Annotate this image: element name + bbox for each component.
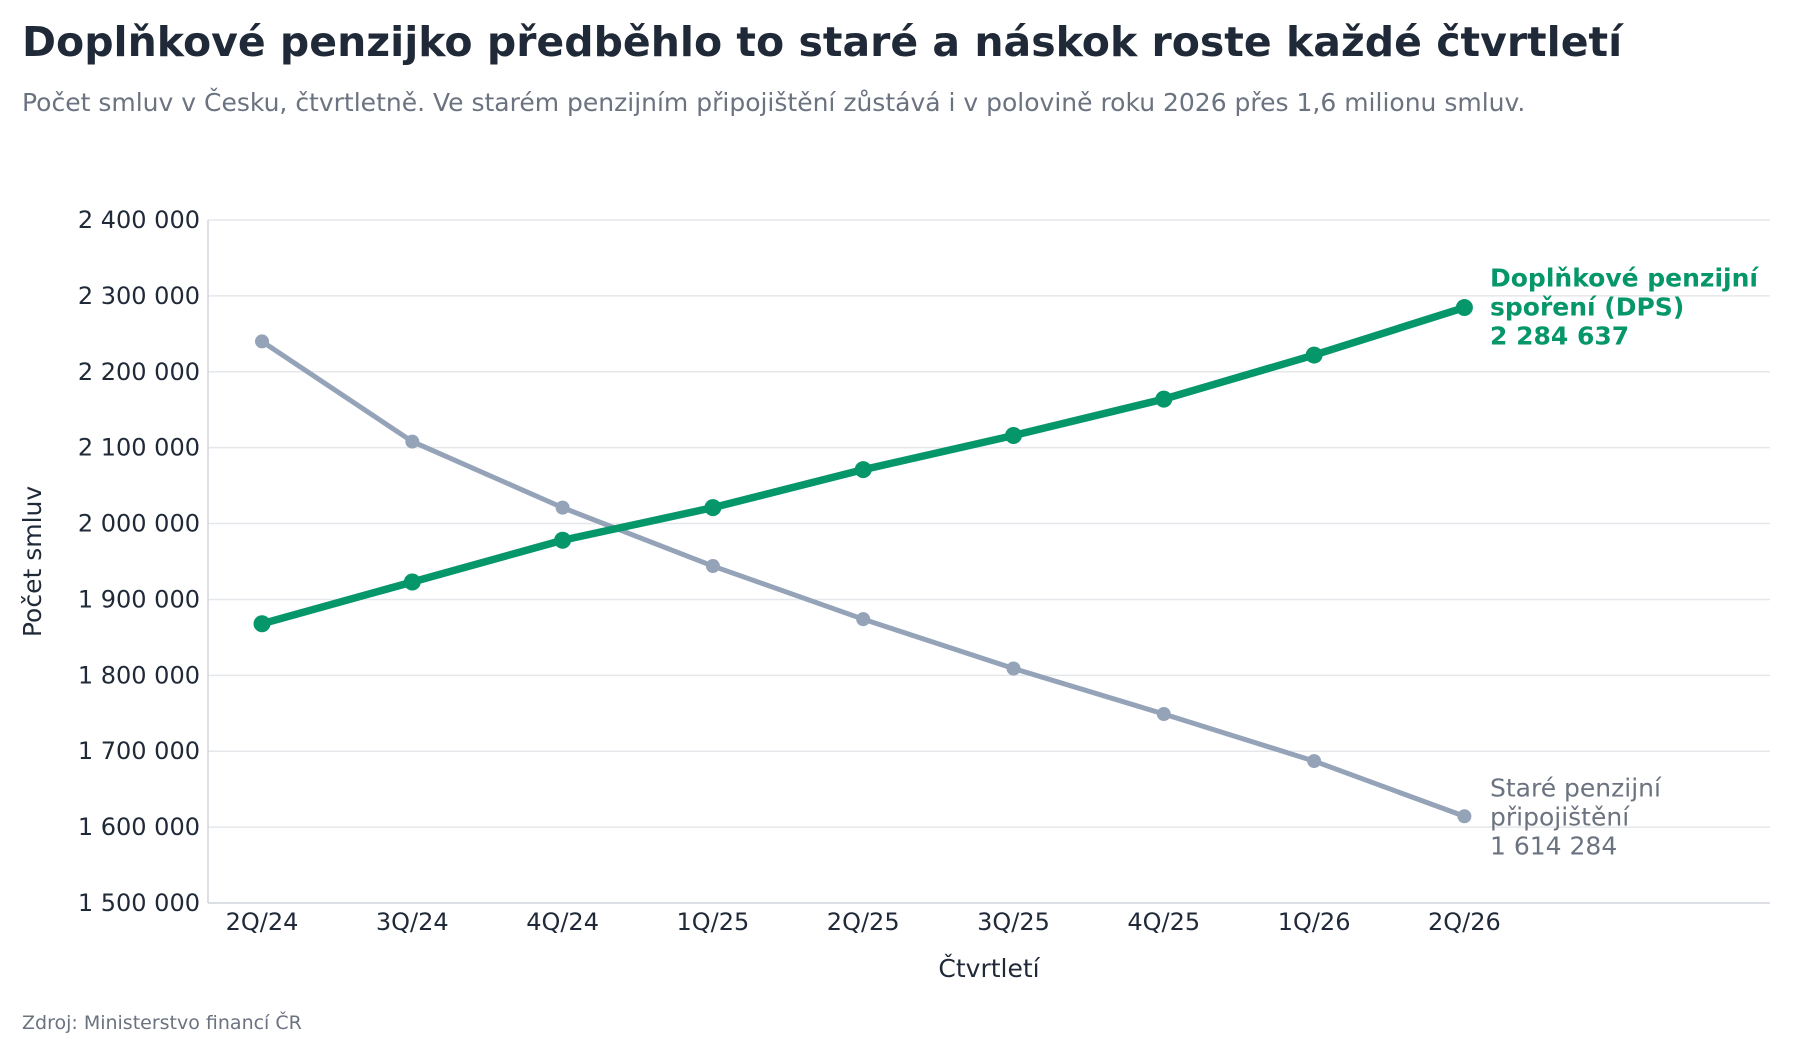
x-tick-labels: 2Q/24 3Q/24 4Q/24 1Q/25 2Q/25 3Q/25 4Q/25 1Q/26… [226, 908, 1501, 936]
end-label-line: 2 284 637 [1490, 322, 1629, 351]
x-tick-label: 2Q/24 [226, 908, 299, 936]
y-tick-labels: 1 500 000 1 600 000 1 700 000 1 800 000 1 90… [78, 206, 200, 917]
data-point [403, 573, 421, 591]
end-label-line: Doplňkové penzijní [1490, 264, 1759, 293]
y-tick-label: 1 700 000 [78, 737, 200, 765]
x-tick-label: 2Q/25 [827, 908, 900, 936]
x-tick-label: 3Q/25 [977, 908, 1050, 936]
data-point [1005, 427, 1022, 445]
series [253, 299, 1473, 824]
data-point [255, 334, 269, 349]
data-point [704, 499, 722, 517]
end-label-line: spoření (DPS) [1490, 293, 1684, 322]
data-point [405, 434, 420, 449]
data-point [856, 612, 871, 627]
end-label-line: Staré penzijní [1490, 773, 1662, 802]
data-point [555, 500, 570, 515]
chart-subtitle: Počet smluv v Česku, čtvrtletně. Ve star… [22, 88, 1526, 117]
data-point [1155, 390, 1173, 408]
end-label-line: připojištění [1490, 802, 1630, 831]
grid-lines [208, 219, 1770, 828]
x-tick-label: 4Q/25 [1127, 908, 1200, 936]
y-tick-label: 1 500 000 [78, 889, 200, 917]
data-point [1305, 346, 1323, 364]
y-tick-label: 1 800 000 [78, 661, 200, 689]
data-point [1455, 299, 1473, 317]
data-point [854, 461, 872, 479]
x-tick-label: 1Q/26 [1278, 908, 1351, 936]
x-tick-label: 3Q/24 [376, 908, 449, 936]
y-tick-label: 2 000 000 [78, 510, 200, 538]
y-tick-label: 2 200 000 [78, 358, 200, 386]
y-axis-label: Počet smluv [18, 486, 47, 638]
x-tick-label: 2Q/26 [1428, 908, 1501, 936]
data-point [1006, 661, 1021, 676]
y-tick-label: 2 400 000 [78, 206, 200, 234]
data-point [253, 615, 271, 633]
data-point [554, 531, 572, 549]
axes [207, 220, 1770, 904]
series-dps [253, 299, 1473, 633]
data-point [1457, 809, 1472, 824]
source-note: Zdroj: Ministerstvo financí ČR [22, 1012, 302, 1034]
data-point [1156, 707, 1171, 722]
chart-title: Doplňkové penzijko předběhlo to staré a … [22, 18, 1623, 66]
data-point [1307, 754, 1322, 769]
y-tick-label: 1 900 000 [78, 585, 200, 613]
x-tick-label: 4Q/24 [526, 908, 599, 936]
y-tick-label: 2 100 000 [78, 434, 200, 462]
series-stare-penzijni-pripojisteni [255, 334, 1472, 824]
end-label-line: 1 614 284 [1490, 831, 1617, 860]
y-tick-label: 2 300 000 [78, 282, 200, 310]
x-axis-label: Čtvrtletí [938, 953, 1040, 983]
data-point [705, 559, 720, 574]
series-line [259, 338, 1467, 819]
x-tick-label: 1Q/25 [677, 908, 750, 936]
y-tick-label: 1 600 000 [78, 813, 200, 841]
